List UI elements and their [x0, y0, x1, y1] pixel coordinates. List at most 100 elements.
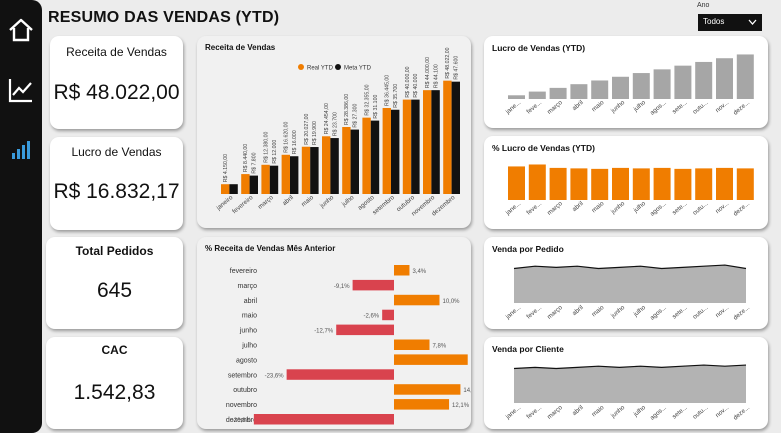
bar: [632, 73, 650, 99]
per-order-chart-card: Venda por Pedido jane... feve... março abri…: [484, 237, 768, 329]
x-tick-label: fevereiro: [231, 194, 255, 215]
y-tick-label: agosto: [236, 357, 257, 364]
x-tick-label: jane...: [504, 200, 523, 217]
data-label: -2,6%: [363, 314, 379, 320]
year-filter-value: Todos: [703, 17, 725, 26]
data-label-real: R$ 44.000,00: [425, 57, 431, 88]
data-label-meta: R$ 44.100: [433, 64, 439, 88]
data-label: -9,1%: [334, 284, 350, 290]
x-tick-label: abril: [571, 200, 585, 213]
x-tick-label: julho: [632, 99, 648, 114]
year-filter-select[interactable]: Todos: [698, 14, 762, 31]
bar: [612, 76, 629, 99]
bar-real: [402, 99, 412, 194]
kpi-label-profit: Lucro de Vendas: [71, 145, 162, 159]
bar: [528, 164, 546, 200]
bar-real: [221, 184, 230, 194]
x-tick-label: março: [546, 304, 564, 321]
x-tick-label: junho: [609, 404, 626, 420]
bar: [653, 167, 671, 200]
bar: [695, 61, 713, 99]
data-label: 14,6%: [463, 388, 471, 394]
bar-real: [382, 107, 391, 194]
y-tick-label: novembro: [226, 402, 257, 409]
bar: [549, 87, 567, 99]
x-tick-label: agos...: [649, 404, 668, 422]
x-tick-label: sete...: [671, 404, 689, 421]
data-label-meta: R$ 47.600: [454, 56, 460, 80]
x-tick-label: julho: [632, 304, 648, 319]
data-label-real: R$ 28.386,00: [344, 94, 350, 125]
bar-positive: [394, 399, 450, 410]
line-chart-icon[interactable]: [7, 76, 35, 104]
bar-positive: [394, 265, 410, 276]
bar-positive: [394, 384, 461, 395]
legend-label-real: Real YTD: [307, 66, 334, 72]
bar: [591, 80, 609, 99]
bar-meta: [370, 120, 380, 194]
per-client-chart-title: Venda por Cliente: [492, 344, 564, 354]
bar-positive: [394, 294, 440, 306]
bar-meta: [310, 147, 319, 194]
data-label-meta: R$ 12.000: [272, 140, 278, 164]
x-tick-label: março: [546, 99, 564, 116]
data-label-meta: R$ 16.000: [292, 130, 298, 154]
kpi-value-orders: 645: [96, 279, 133, 302]
data-label-meta: R$ 19.900: [312, 121, 318, 145]
legend-label-meta: Meta YTD: [344, 66, 372, 72]
data-label-meta: R$ 7.800: [252, 152, 258, 173]
bar-real: [362, 117, 371, 194]
per-order-chart-title: Venda por Pedido: [492, 244, 564, 254]
bar-real: [342, 127, 351, 194]
y-tick-label: julho: [241, 343, 257, 350]
y-tick-label: março: [238, 283, 258, 290]
bar: [716, 58, 733, 99]
x-tick-label: março: [546, 404, 564, 421]
data-label-meta: R$ 40.000: [413, 74, 419, 98]
x-tick-label: jane...: [504, 404, 523, 421]
bar: [549, 167, 567, 200]
bar-negative: [253, 414, 394, 425]
x-tick-label: março: [257, 194, 275, 211]
data-label-real: R$ 36.445,00: [385, 75, 391, 106]
bar-meta: [391, 109, 400, 194]
bar-negative: [352, 279, 394, 291]
kpi-value-profit: R$ 16.832,17: [53, 180, 180, 203]
bar: [612, 167, 629, 200]
kpi-card-profit: Lucro de Vendas R$ 16.832,17: [50, 137, 183, 230]
home-icon[interactable]: [7, 16, 35, 44]
x-tick-label: outu...: [692, 200, 710, 217]
y-tick-label: dezembro: [226, 417, 257, 424]
x-tick-label: agos...: [649, 304, 668, 322]
mom-chart: fevereiro 3,4% março -9,1% abril 10,0% maio -2,…: [226, 265, 471, 425]
y-tick-label: abril: [244, 298, 258, 305]
x-tick-label: sete...: [671, 99, 689, 116]
x-tick-label: abril: [571, 404, 585, 417]
bar-negative: [286, 369, 394, 380]
bar-real: [423, 90, 432, 194]
y-tick-label: junho: [239, 328, 257, 335]
area-line: [513, 264, 747, 270]
x-tick-label: junho: [609, 99, 626, 115]
x-tick-label: março: [546, 200, 564, 217]
x-tick-label: junho: [609, 200, 626, 216]
data-label-real: R$ 24.454,00: [324, 103, 330, 134]
x-tick-label: maio: [591, 200, 606, 214]
data-label-meta: R$ 23.700: [332, 112, 338, 136]
kpi-label-cac: CAC: [101, 343, 128, 357]
mom-chart-title: % Receita de Vendas Mês Anterior: [205, 244, 336, 253]
sidebar: [0, 0, 42, 433]
per-order-chart: jane... feve... março abril maio junho julho ag…: [504, 264, 751, 322]
bar: [695, 168, 713, 200]
page-title: RESUMO DAS VENDAS (YTD): [48, 9, 280, 26]
data-label: 10,0%: [443, 299, 461, 305]
bar-chart-icon[interactable]: [7, 136, 35, 164]
bar: [653, 69, 671, 99]
x-tick-label: julho: [632, 404, 648, 419]
kpi-label-orders: Total Pedidos: [75, 244, 154, 258]
revenue-chart-title: Receita de Vendas: [205, 43, 276, 52]
x-tick-label: outu...: [692, 404, 710, 421]
profit-chart-card: Lucro de Vendas (YTD) jane... feve... març…: [484, 36, 768, 128]
bar-real: [281, 154, 290, 194]
chevron-down-icon: [748, 19, 757, 25]
